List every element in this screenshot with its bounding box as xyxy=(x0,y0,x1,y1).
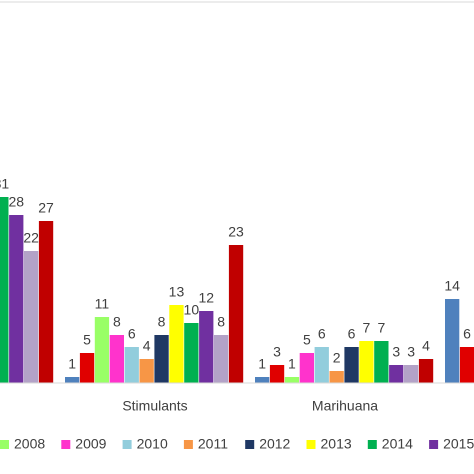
bar xyxy=(299,353,314,383)
legend-swatch xyxy=(245,440,255,449)
value-label: 6 xyxy=(128,326,136,342)
value-label: 13 xyxy=(169,284,185,300)
bar xyxy=(94,317,110,383)
bar xyxy=(374,341,389,383)
legend-swatch xyxy=(0,440,9,449)
value-label: 6 xyxy=(348,326,356,342)
legend-label: 2011 xyxy=(198,436,228,452)
value-label: 31 xyxy=(0,176,9,192)
value-label: 22 xyxy=(23,230,39,246)
value-label: 6 xyxy=(463,326,471,342)
value-label: 4 xyxy=(143,338,151,354)
legend-label: 2008 xyxy=(14,436,45,452)
value-label: 28 xyxy=(8,194,24,210)
bar xyxy=(184,323,199,383)
legend-swatch xyxy=(429,440,439,449)
bar xyxy=(109,335,124,383)
value-label: 3 xyxy=(407,344,415,360)
bar xyxy=(169,305,184,383)
value-label: 2 xyxy=(333,350,341,366)
bar xyxy=(0,197,9,383)
value-label: 10 xyxy=(184,302,200,318)
bar xyxy=(269,365,285,383)
bar xyxy=(344,347,359,383)
bar xyxy=(139,359,154,383)
value-label: 7 xyxy=(377,320,385,336)
bar xyxy=(214,335,229,383)
value-label: 1 xyxy=(258,356,266,372)
value-label: 8 xyxy=(158,314,166,330)
bar xyxy=(24,251,39,383)
bar xyxy=(124,347,139,383)
legend-label: 2015 xyxy=(443,436,474,452)
bar xyxy=(199,311,214,383)
bar xyxy=(418,359,434,383)
value-label: 5 xyxy=(303,332,311,348)
value-label: 5 xyxy=(83,332,91,348)
x-tick-label: Marihuana xyxy=(312,398,378,414)
legend-swatch xyxy=(183,440,193,449)
bar xyxy=(284,377,300,383)
value-label: 23 xyxy=(228,224,244,240)
value-label: 1 xyxy=(68,356,76,372)
legend-swatch xyxy=(367,440,377,449)
value-label: 7 xyxy=(363,320,371,336)
legend-label: 2013 xyxy=(321,436,352,452)
bar xyxy=(9,215,24,383)
bar xyxy=(79,353,95,383)
value-label: 27 xyxy=(38,200,54,216)
bar xyxy=(445,299,460,383)
bar xyxy=(65,377,80,383)
bar xyxy=(459,347,474,383)
bar xyxy=(154,335,169,383)
value-label: 3 xyxy=(273,344,281,360)
value-label: 1 xyxy=(288,356,296,372)
legend-swatch xyxy=(122,440,132,449)
value-label: 8 xyxy=(113,314,121,330)
bar xyxy=(329,371,344,383)
legend-label: 2012 xyxy=(259,436,290,452)
value-label: 11 xyxy=(95,296,110,312)
value-label: 8 xyxy=(217,314,225,330)
x-tick-label: Stimulants xyxy=(122,398,187,414)
bar xyxy=(404,365,419,383)
value-label: 4 xyxy=(422,338,430,354)
legend-swatch xyxy=(61,440,71,449)
bar xyxy=(314,347,329,383)
value-label: 12 xyxy=(198,290,214,306)
value-label: 6 xyxy=(318,326,326,342)
bar xyxy=(389,365,404,383)
value-label: 3 xyxy=(392,344,400,360)
bar xyxy=(228,245,244,383)
legend-label: 2010 xyxy=(137,436,168,452)
legend-label: 2009 xyxy=(75,436,106,452)
bar xyxy=(38,221,54,383)
legend-swatch xyxy=(306,440,316,449)
value-label: 14 xyxy=(444,278,460,294)
bar xyxy=(255,377,270,383)
bar xyxy=(359,341,374,383)
legend-label: 2014 xyxy=(382,436,413,452)
